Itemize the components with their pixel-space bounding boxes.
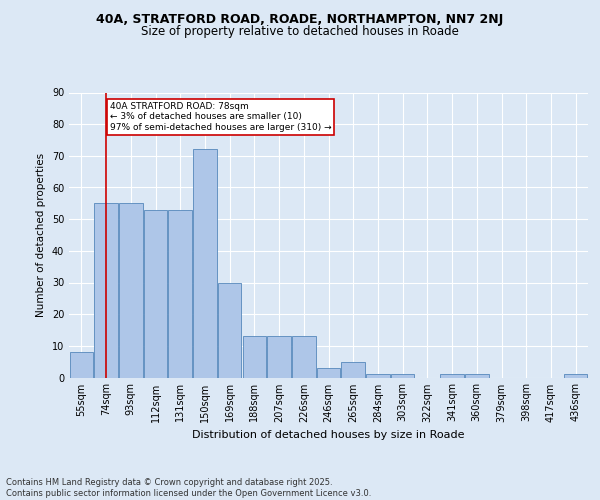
Bar: [465, 374, 488, 378]
Text: 40A STRATFORD ROAD: 78sqm
← 3% of detached houses are smaller (10)
97% of semi-d: 40A STRATFORD ROAD: 78sqm ← 3% of detach…: [110, 102, 331, 132]
Bar: [341, 362, 365, 378]
Bar: [169, 210, 192, 378]
Bar: [564, 374, 587, 378]
Text: Size of property relative to detached houses in Roade: Size of property relative to detached ho…: [141, 25, 459, 38]
Bar: [366, 374, 389, 378]
Bar: [242, 336, 266, 378]
Bar: [94, 204, 118, 378]
Text: Contains HM Land Registry data © Crown copyright and database right 2025.
Contai: Contains HM Land Registry data © Crown c…: [6, 478, 371, 498]
Bar: [292, 336, 316, 378]
Bar: [440, 374, 464, 378]
Bar: [268, 336, 291, 378]
Bar: [119, 204, 143, 378]
Bar: [317, 368, 340, 378]
Bar: [70, 352, 93, 378]
Text: 40A, STRATFORD ROAD, ROADE, NORTHAMPTON, NN7 2NJ: 40A, STRATFORD ROAD, ROADE, NORTHAMPTON,…: [97, 12, 503, 26]
Y-axis label: Number of detached properties: Number of detached properties: [36, 153, 46, 317]
X-axis label: Distribution of detached houses by size in Roade: Distribution of detached houses by size …: [192, 430, 465, 440]
Bar: [193, 150, 217, 378]
Bar: [218, 282, 241, 378]
Bar: [144, 210, 167, 378]
Bar: [391, 374, 415, 378]
